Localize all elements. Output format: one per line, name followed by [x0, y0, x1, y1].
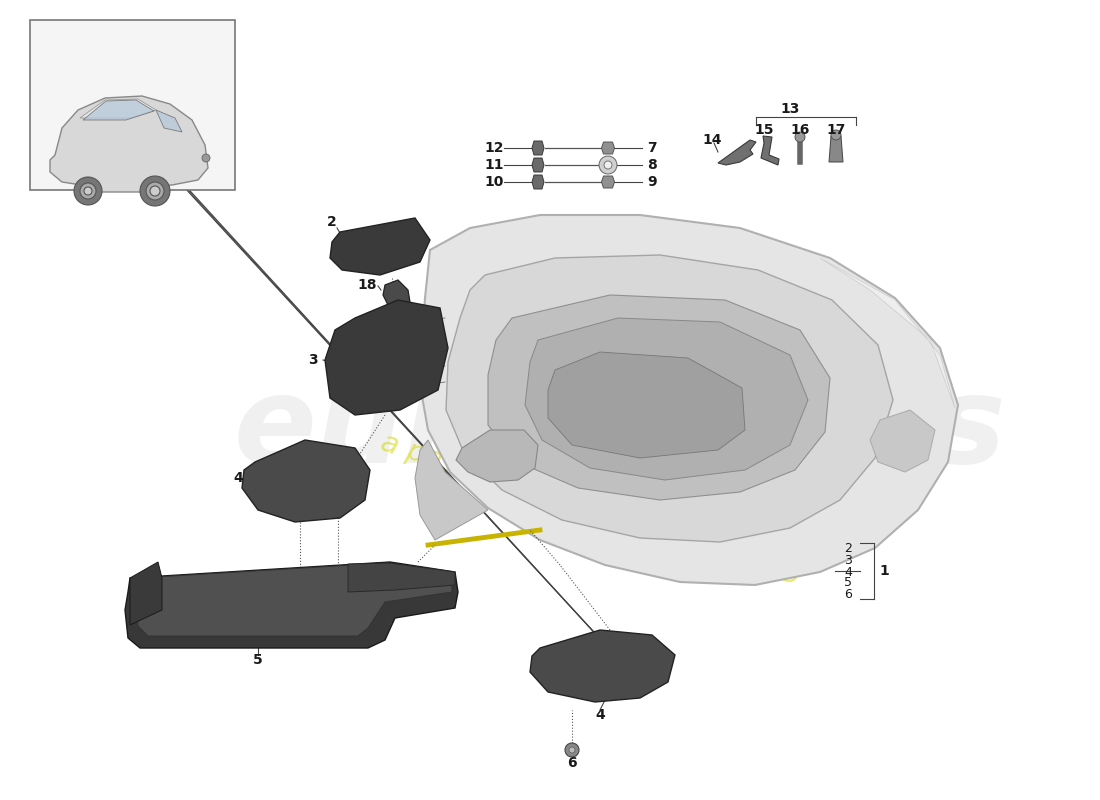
Polygon shape [718, 140, 756, 165]
Bar [30, 20, 235, 190]
Polygon shape [420, 215, 958, 585]
Text: 17: 17 [826, 123, 846, 137]
Polygon shape [870, 410, 935, 472]
Polygon shape [82, 100, 154, 120]
Polygon shape [415, 440, 488, 540]
Text: 2: 2 [844, 542, 852, 555]
Circle shape [600, 156, 617, 174]
Text: 4: 4 [595, 708, 605, 722]
Text: 5: 5 [253, 653, 263, 667]
Text: a passion for parts since 1985: a passion for parts since 1985 [376, 429, 803, 591]
Circle shape [140, 176, 170, 206]
Text: 2: 2 [327, 215, 337, 229]
Polygon shape [348, 563, 455, 592]
Circle shape [202, 154, 210, 162]
Polygon shape [456, 430, 538, 482]
Polygon shape [383, 280, 410, 308]
Text: 16: 16 [790, 123, 810, 137]
Polygon shape [548, 352, 745, 458]
Polygon shape [136, 563, 452, 636]
Text: 8: 8 [647, 158, 657, 172]
Text: 18: 18 [358, 278, 377, 292]
Text: 11: 11 [484, 158, 504, 172]
Polygon shape [532, 158, 544, 172]
Circle shape [150, 186, 160, 196]
Text: 13: 13 [780, 102, 800, 116]
Polygon shape [330, 218, 430, 275]
Circle shape [84, 187, 92, 195]
Circle shape [795, 132, 805, 142]
Polygon shape [125, 562, 458, 648]
Text: 5: 5 [844, 577, 852, 590]
Polygon shape [532, 175, 544, 189]
Polygon shape [761, 136, 779, 165]
Text: 4: 4 [844, 566, 852, 578]
Polygon shape [488, 295, 830, 500]
Text: 14: 14 [702, 133, 722, 147]
Text: 7: 7 [647, 141, 657, 155]
Text: 1: 1 [879, 564, 889, 578]
Polygon shape [829, 136, 843, 162]
Circle shape [830, 130, 842, 140]
Text: 4: 4 [233, 471, 243, 485]
Polygon shape [525, 318, 808, 480]
Text: eurospares: eurospares [233, 371, 1006, 489]
Polygon shape [602, 176, 615, 188]
Circle shape [569, 747, 575, 753]
Polygon shape [242, 440, 370, 522]
Polygon shape [156, 110, 182, 132]
Polygon shape [130, 562, 162, 625]
Circle shape [146, 182, 164, 200]
Circle shape [80, 183, 96, 199]
Polygon shape [324, 300, 448, 415]
Text: 6: 6 [568, 756, 576, 770]
Circle shape [565, 743, 579, 757]
Text: 9: 9 [647, 175, 657, 189]
Polygon shape [602, 142, 615, 154]
Text: 15: 15 [755, 123, 773, 137]
Polygon shape [530, 630, 675, 702]
Text: 3: 3 [308, 353, 318, 367]
Text: 3: 3 [844, 554, 852, 567]
Polygon shape [532, 141, 544, 155]
Text: 10: 10 [484, 175, 504, 189]
Circle shape [74, 177, 102, 205]
Polygon shape [820, 258, 955, 408]
Circle shape [604, 161, 612, 169]
Polygon shape [446, 255, 893, 542]
Polygon shape [80, 99, 156, 118]
Text: 6: 6 [844, 587, 852, 601]
Text: 12: 12 [484, 141, 504, 155]
Polygon shape [50, 96, 208, 192]
